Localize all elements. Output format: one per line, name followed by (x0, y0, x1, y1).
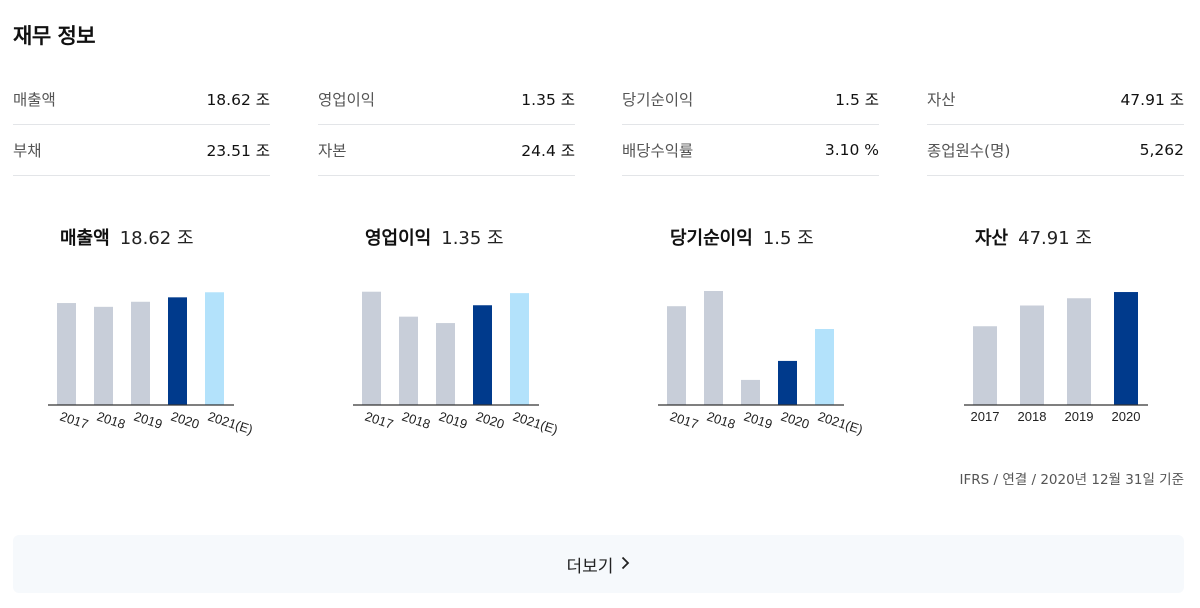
tick-label-2018: 2018 (1018, 409, 1047, 424)
bar-2019 (131, 301, 150, 405)
metric-row: 자산 47.91 조 (927, 74, 1184, 125)
metric-column-4: 자산 47.91 조 종업원수(명) 5,262 (927, 74, 1184, 176)
chart-heading: 당기순이익 1.5 조 (620, 224, 970, 250)
bar-2019 (436, 323, 455, 405)
metric-label: 종업원수(명) (927, 142, 1011, 160)
bar-2021(E) (510, 293, 529, 405)
chart-operating-profit: 영업이익 1.35 조 2017 2018 2019 2020 2021(E) (315, 220, 615, 460)
bar-2017 (362, 291, 381, 405)
chart-heading: 영업이익 1.35 조 (315, 224, 665, 250)
metric-value: 18.62 조 (206, 91, 270, 109)
metric-value: 47.91 조 (1120, 91, 1184, 109)
bar-2018 (399, 316, 418, 405)
chart-headline-value: 47.91 조 (1018, 228, 1092, 249)
tick-label-2017: 2017 (971, 409, 1000, 424)
tick-label-2017: 2017 (668, 409, 700, 432)
bar-2020 (1114, 292, 1138, 405)
bar-chart: 2017 2018 2019 2020 (964, 292, 1148, 424)
chart-revenue: 매출액 18.62 조 2017 2018 2019 2020 2021(E) (10, 220, 310, 460)
tick-label-2018: 2018 (705, 409, 737, 432)
metric-label: 자본 (318, 142, 347, 160)
bar-chart: 2017 2018 2019 2020 2021(E) (658, 291, 865, 438)
tick-label-2019: 2019 (132, 409, 164, 432)
tick-label-2019: 2019 (437, 409, 469, 432)
tick-label-2019: 2019 (742, 409, 774, 432)
metric-value: 23.51 조 (206, 142, 270, 160)
tick-label-2020: 2020 (169, 409, 201, 432)
metric-value: 1.5 조 (835, 91, 879, 109)
tick-label-2020: 2020 (474, 409, 506, 432)
tick-label-2019: 2019 (1065, 409, 1094, 424)
tick-label-2017: 2017 (58, 409, 90, 432)
bar-2018 (1020, 305, 1044, 405)
metric-value: 24.4 조 (521, 142, 575, 160)
bar-2020 (168, 297, 187, 405)
tick-label-2018: 2018 (400, 409, 432, 432)
tick-label-2020: 2020 (779, 409, 811, 432)
basis-footnote: IFRS / 연결 / 2020년 12월 31일 기준 (959, 472, 1184, 488)
bar-2017 (973, 326, 997, 405)
metric-value: 5,262 (1139, 141, 1184, 159)
tick-label-2018: 2018 (95, 409, 127, 432)
chart-title: 매출액 (60, 228, 110, 249)
metric-row: 영업이익 1.35 조 (318, 74, 575, 125)
metric-column-3: 당기순이익 1.5 조 배당수익률 3.10 % (622, 74, 879, 176)
chart-headline-value: 1.5 조 (762, 228, 814, 249)
chart-headline-value: 1.35 조 (441, 228, 504, 249)
more-button-label: 더보기 (566, 556, 614, 577)
chevron-right-icon (621, 555, 630, 574)
metric-row: 부채 23.51 조 (13, 125, 270, 176)
section-title: 재무 정보 (13, 24, 96, 48)
metric-label: 자산 (927, 91, 956, 109)
bar-2017 (57, 303, 76, 405)
metric-row: 자본 24.4 조 (318, 125, 575, 176)
metric-label: 당기순이익 (622, 91, 694, 109)
bar-2020 (473, 305, 492, 405)
bar-2019 (1067, 298, 1091, 405)
bar-chart: 2017 2018 2019 2020 2021(E) (48, 292, 255, 438)
tick-label-2017: 2017 (363, 409, 395, 432)
metric-label: 배당수익률 (622, 142, 694, 160)
metric-row: 배당수익률 3.10 % (622, 125, 879, 176)
bar-2019 (741, 379, 760, 405)
chart-heading: 자산 47.91 조 (920, 224, 1200, 250)
metric-label: 영업이익 (318, 91, 376, 109)
chart-title: 자산 (975, 228, 1009, 249)
metric-value: 1.35 조 (521, 91, 575, 109)
more-button[interactable]: 더보기 (13, 535, 1184, 593)
chart-net-income: 당기순이익 1.5 조 2017 2018 2019 2020 2021(E) (620, 220, 920, 460)
tick-label-2021(E): 2021(E) (206, 409, 255, 438)
metric-label: 부채 (13, 142, 42, 160)
metric-column-1: 매출액 18.62 조 부채 23.51 조 (13, 74, 270, 176)
metric-value: 3.10 % (824, 141, 879, 159)
tick-label-2020: 2020 (1112, 409, 1141, 424)
chart-heading: 매출액 18.62 조 (10, 224, 360, 250)
bar-2018 (94, 306, 113, 405)
chart-assets: 자산 47.91 조 2017 2018 2019 2020 (920, 220, 1200, 460)
chart-headline-value: 18.62 조 (119, 228, 194, 249)
chart-title: 당기순이익 (670, 228, 753, 249)
tick-label-2021(E): 2021(E) (816, 409, 865, 438)
metric-label: 매출액 (13, 91, 56, 109)
bar-2018 (704, 291, 723, 405)
bar-chart: 2017 2018 2019 2020 2021(E) (353, 291, 560, 438)
metric-row: 당기순이익 1.5 조 (622, 74, 879, 125)
bar-2017 (667, 306, 686, 405)
metric-row: 매출액 18.62 조 (13, 74, 270, 125)
metric-row: 종업원수(명) 5,262 (927, 125, 1184, 176)
metric-column-2: 영업이익 1.35 조 자본 24.4 조 (318, 74, 575, 176)
tick-label-2021(E): 2021(E) (511, 409, 560, 438)
chart-title: 영업이익 (365, 228, 432, 249)
bar-2021(E) (815, 329, 834, 405)
bar-2021(E) (205, 292, 224, 405)
bar-2020 (778, 360, 797, 405)
